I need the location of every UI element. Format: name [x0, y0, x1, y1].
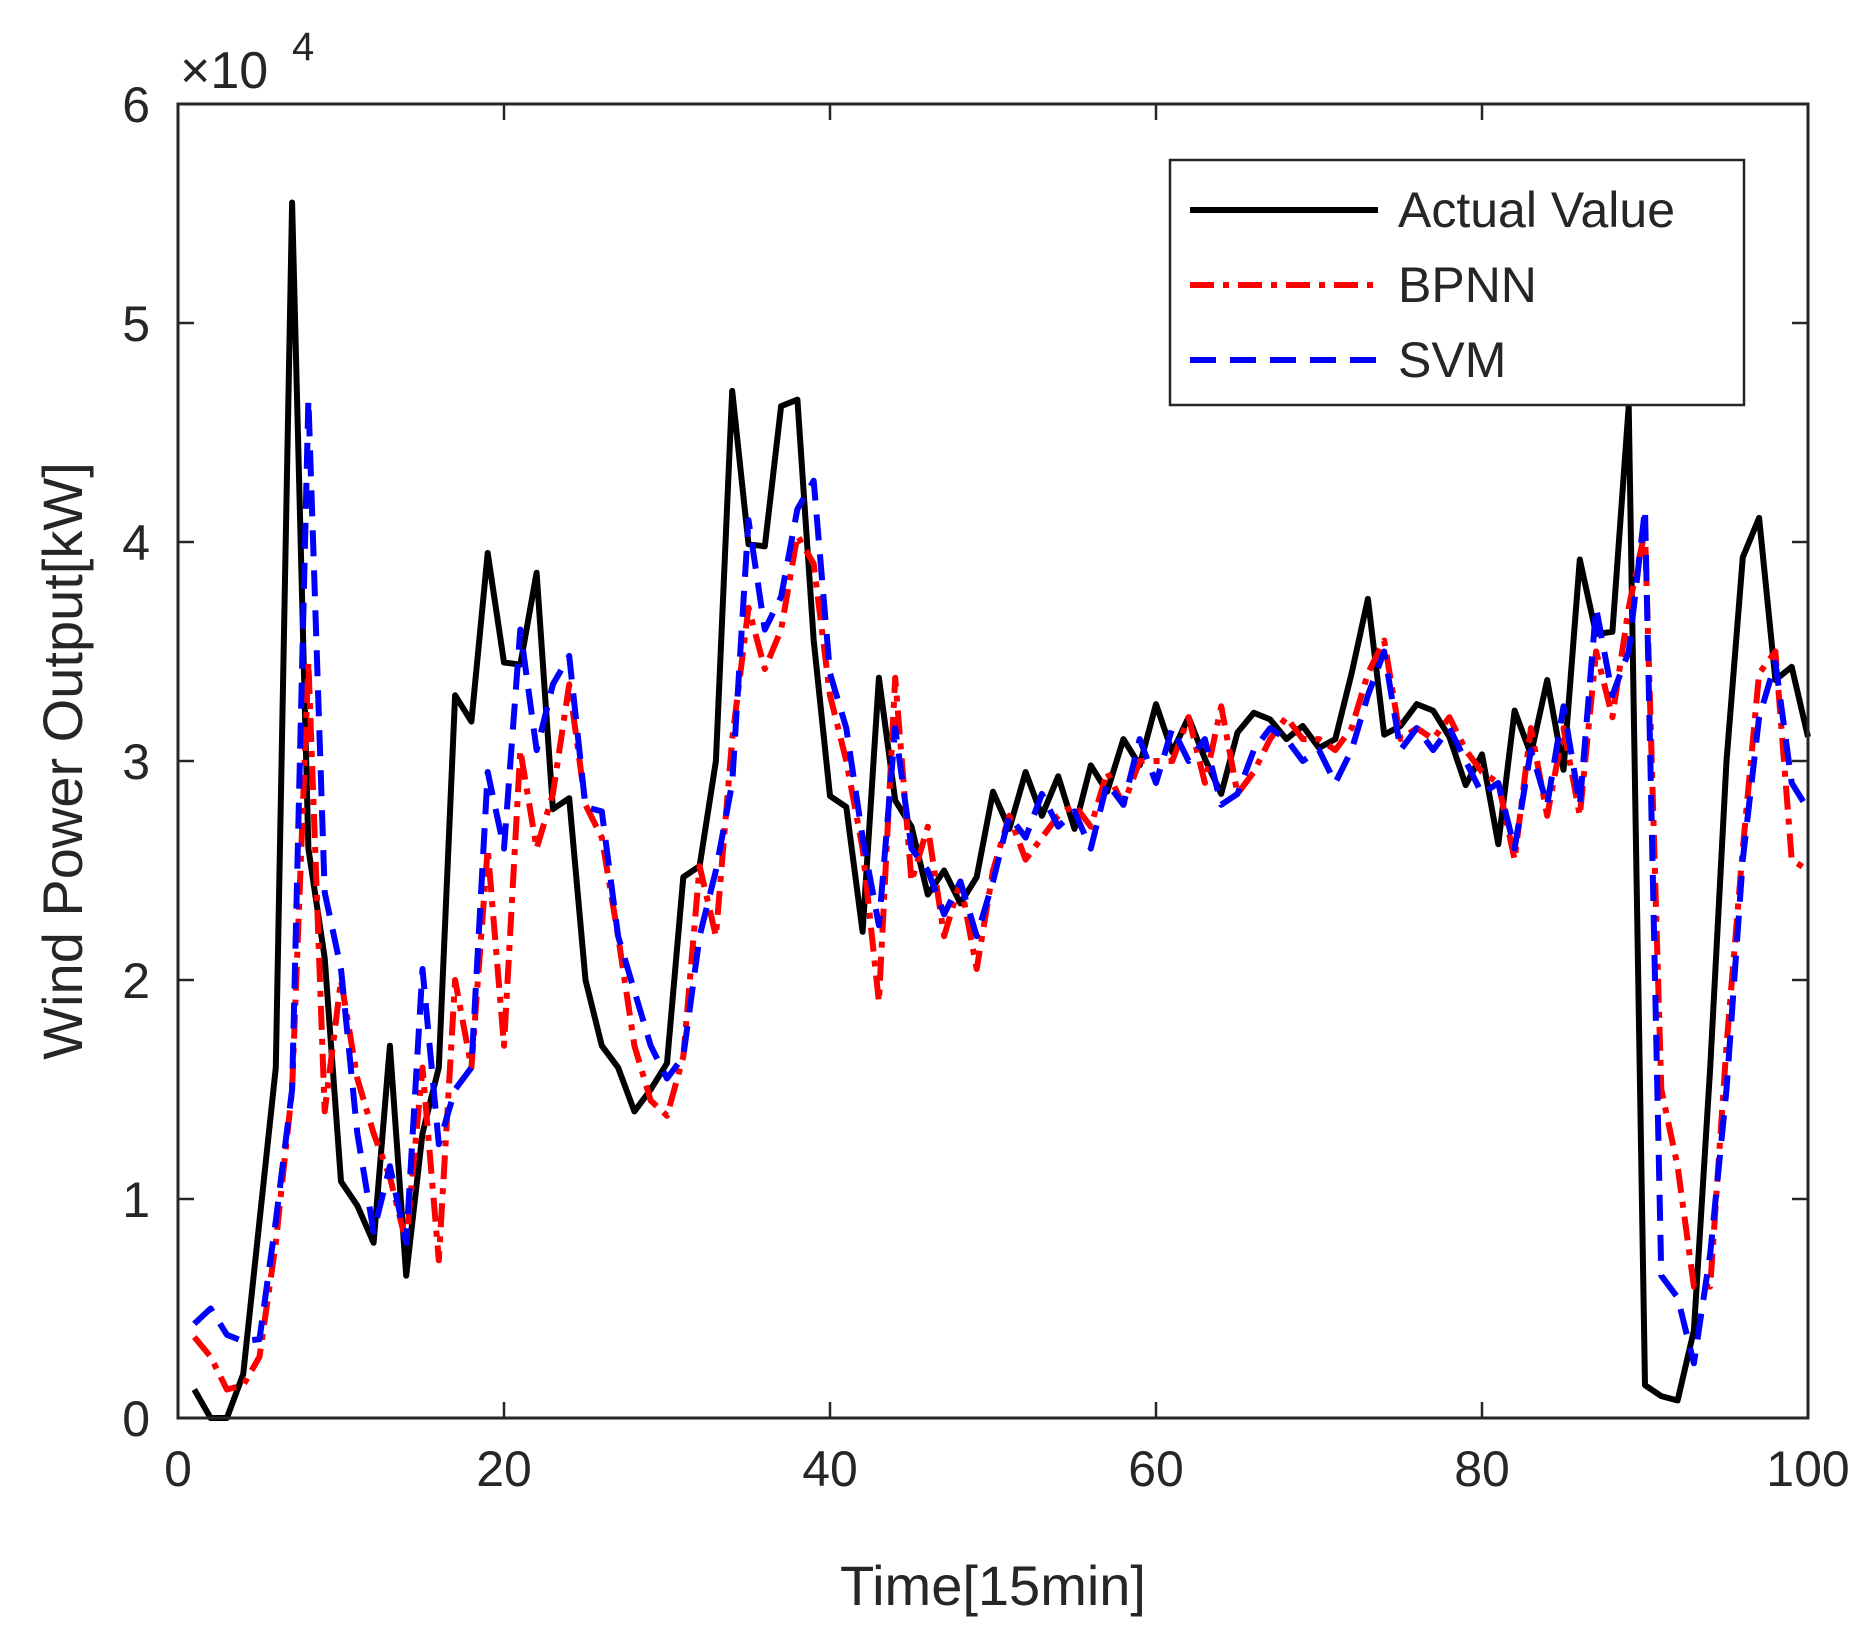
x-tick-label: 40 [802, 1441, 858, 1497]
plot-frame [176, 102, 1810, 1420]
y-tick-label: 3 [122, 734, 150, 790]
series-layer [191, 199, 1811, 1421]
y-tick-label: 5 [122, 296, 150, 352]
series-line-svm [192, 396, 1811, 1367]
y-tick-label: 6 [122, 77, 150, 133]
x-tick-labels: 0 20 40 60 80 100 [164, 1441, 1850, 1497]
y-multiplier-exponent: 4 [292, 25, 314, 69]
y-tick-label: 4 [122, 515, 150, 571]
x-tick-label: 0 [164, 1441, 192, 1497]
y-tick-label: 1 [122, 1172, 150, 1228]
legend-label-svm: SVM [1398, 332, 1506, 388]
y-tick-labels: 0 1 2 3 4 5 6 [122, 77, 150, 1447]
series-line-actual-value [191, 199, 1811, 1421]
tick-layer [176, 102, 1810, 1420]
y-tick-label: 0 [122, 1391, 150, 1447]
legend-box [1168, 158, 1746, 407]
legend[interactable]: Actual Value BPNN SVM [1168, 158, 1746, 407]
legend-label-actual-value: Actual Value [1398, 182, 1675, 238]
legend-label-bpnn: BPNN [1398, 257, 1537, 313]
x-tick-label: 100 [1766, 1441, 1849, 1497]
y-multiplier-base: ×10 [180, 42, 268, 100]
x-tick-label: 80 [1454, 1441, 1510, 1497]
y-axis-label: Wind Power Output[kW] [31, 462, 94, 1060]
x-axis-label: Time[15min] [840, 1554, 1146, 1617]
x-tick-label: 60 [1128, 1441, 1184, 1497]
x-tick-label: 20 [476, 1441, 532, 1497]
y-tick-label: 2 [122, 953, 150, 1009]
